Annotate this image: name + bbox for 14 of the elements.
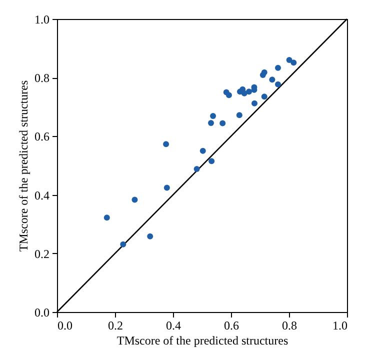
y-axis-title: TMscore of the predicted structures	[16, 80, 30, 252]
x-axis-title: TMscore of the predicted structures	[116, 334, 288, 348]
y-tick-label: 0.6	[34, 130, 50, 144]
y-tick-label: 0.2	[34, 246, 50, 261]
y-tick-label: 1.0	[34, 12, 50, 26]
x-tick-label: 0.8	[282, 318, 297, 332]
x-tick-label: 0.6	[224, 318, 239, 332]
y-tick-label: 0.0	[34, 306, 50, 320]
y-tick-label: 0.4	[34, 188, 50, 202]
y-tick-label: 0.8	[34, 71, 50, 86]
x-tick-label: 1.0	[332, 318, 348, 332]
x-tick-label: 0.2	[108, 318, 123, 332]
x-tick-label: 0.4	[166, 318, 181, 332]
x-tick-label: 0.0	[58, 318, 72, 332]
